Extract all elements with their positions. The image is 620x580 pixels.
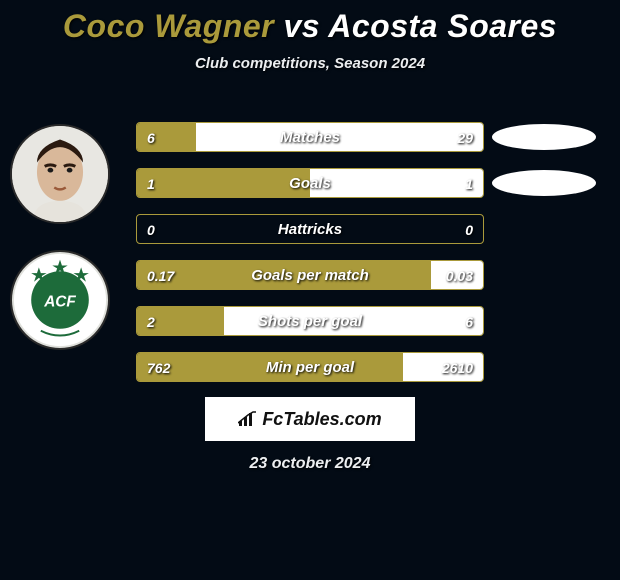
stat-label: Matches: [137, 123, 483, 152]
subtitle: Club competitions, Season 2024: [0, 55, 620, 72]
stat-row: 0.170.03Goals per match: [136, 260, 484, 290]
stat-label: Min per goal: [137, 353, 483, 382]
stat-label: Shots per goal: [137, 307, 483, 336]
stats-panel: 629Matches 11Goals 00Hattricks 0.170.03Goal…: [136, 122, 484, 398]
face-placeholder-icon: [12, 126, 108, 222]
svg-text:ACF: ACF: [43, 294, 76, 311]
stat-row: 00Hattricks: [136, 214, 484, 244]
club-crest-icon: ACF: [12, 252, 108, 348]
date-text: 23 october 2024: [0, 455, 620, 473]
comparison-title: Coco Wagner vs Acosta Soares: [0, 0, 620, 45]
chart-icon: [238, 411, 258, 427]
watermark-label: FcTables.com: [262, 409, 381, 430]
watermark-badge: FcTables.com: [205, 397, 415, 441]
watermark-text: FcTables.com: [238, 409, 381, 430]
avatar-column: ACF: [10, 124, 120, 376]
comparison-ellipse: [492, 170, 596, 196]
vs-text: vs: [283, 8, 320, 44]
player2-name: Acosta Soares: [328, 8, 557, 44]
player1-name: Coco Wagner: [63, 8, 274, 44]
comparison-ellipse: [492, 124, 596, 150]
club-badge: ACF: [10, 250, 110, 350]
player1-avatar: [10, 124, 110, 224]
stat-row: 11Goals: [136, 168, 484, 198]
stat-label: Goals: [137, 169, 483, 198]
stat-row: 26Shots per goal: [136, 306, 484, 336]
ellipse-column: [492, 124, 610, 216]
stat-row: 629Matches: [136, 122, 484, 152]
stat-label: Hattricks: [137, 215, 483, 244]
stat-label: Goals per match: [137, 261, 483, 290]
stat-row: 7622610Min per goal: [136, 352, 484, 382]
